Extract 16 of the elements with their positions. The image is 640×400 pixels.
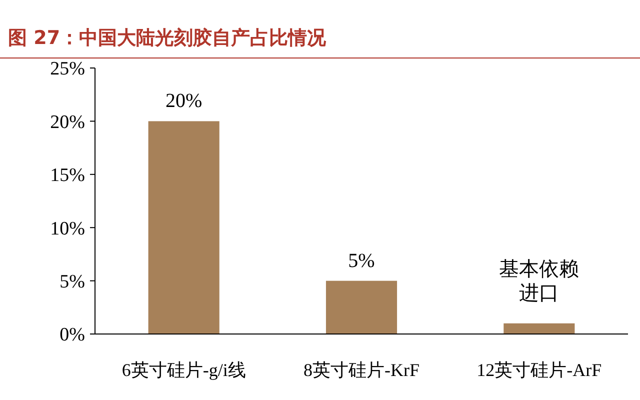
y-tick-label: 0% (60, 324, 86, 346)
bar (504, 323, 575, 334)
y-tick-label: 5% (60, 271, 86, 292)
data-label: 5% (348, 250, 375, 272)
data-label: 20% (165, 90, 202, 112)
x-tick-label: 12英寸硅片-ArF (476, 360, 602, 380)
y-tick-label: 20% (50, 112, 86, 133)
chart-title: 图 27：中国大陆光刻胶自产占比情况 (8, 27, 328, 49)
bar (326, 280, 398, 334)
y-tick-label: 25% (50, 58, 86, 80)
bar (148, 121, 220, 334)
y-tick-label: 15% (50, 165, 86, 186)
x-tick-label: 8英寸硅片-KrF (304, 360, 420, 380)
x-tick-label: 6英寸硅片-g/i线 (122, 360, 246, 380)
y-tick-label: 10% (50, 218, 86, 240)
data-label: 基本依赖进口 (499, 258, 580, 304)
